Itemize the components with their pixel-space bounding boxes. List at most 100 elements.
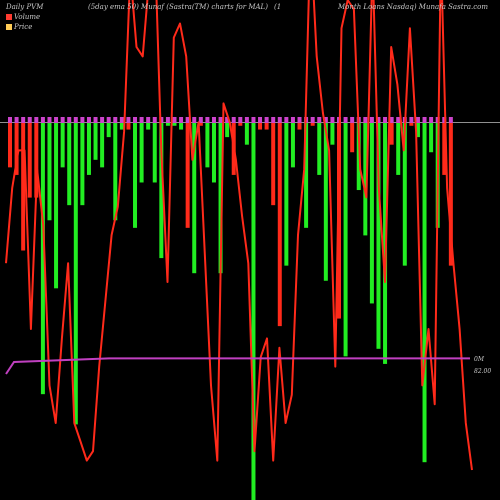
volume-bar xyxy=(409,122,414,126)
volume-bar xyxy=(86,122,91,175)
volume-bar xyxy=(304,122,309,228)
volume-bar xyxy=(40,122,45,395)
volume-bar xyxy=(337,122,341,319)
volume-bar-cap xyxy=(106,117,111,123)
volume-bar-cap xyxy=(8,117,12,123)
volume-bar xyxy=(133,122,138,228)
volume-bar-cap xyxy=(225,117,230,123)
volume-bar-cap xyxy=(21,117,26,123)
volume-bar xyxy=(113,122,118,221)
volume-bar xyxy=(271,122,276,206)
chart-subtitle: Month Loans Nasdaq) Munafa Sastra.com xyxy=(338,3,489,11)
volume-bar-cap xyxy=(119,117,124,123)
volume-bar xyxy=(67,122,72,206)
volume-bar xyxy=(317,122,322,175)
volume-bar-cap xyxy=(363,117,368,123)
volume-bar xyxy=(343,122,348,357)
volume-bar-cap xyxy=(396,117,401,123)
volume-bar xyxy=(389,122,394,145)
volume-bar-cap xyxy=(205,117,210,123)
legend-price: Price xyxy=(6,23,32,31)
volume-bar-cap xyxy=(67,117,72,123)
volume-bar xyxy=(290,122,295,168)
volume-bar-cap xyxy=(330,117,335,123)
volume-bar-cap xyxy=(389,117,394,123)
volume-bar-cap xyxy=(383,117,388,123)
volume-bar-cap xyxy=(238,117,243,123)
volume-swatch xyxy=(6,14,12,20)
volume-bar xyxy=(54,122,59,289)
volume-bar xyxy=(323,122,328,281)
volume-bar-cap xyxy=(86,117,91,123)
volume-bar xyxy=(376,122,381,349)
volume-bar-cap xyxy=(218,117,223,123)
volume-bar-cap xyxy=(376,117,381,123)
volume-bar xyxy=(47,122,52,221)
volume-bar-cap xyxy=(244,117,249,123)
volume-bar xyxy=(442,122,447,175)
volume-bar xyxy=(21,122,26,251)
volume-bar xyxy=(396,122,401,175)
volume-bar xyxy=(369,122,374,304)
price-line xyxy=(5,0,473,471)
legend-price-label: Price xyxy=(14,23,33,31)
volume-bar-cap xyxy=(133,117,138,123)
volume-bar-cap xyxy=(343,117,348,123)
ema-line xyxy=(5,357,470,375)
volume-bar xyxy=(179,122,184,130)
volume-bar-cap xyxy=(211,117,216,123)
volume-bar xyxy=(402,122,407,266)
legend-volume-label: Volume xyxy=(14,13,41,21)
volume-bar xyxy=(211,122,216,183)
volume-bar-cap xyxy=(165,117,170,123)
volume-bar-cap xyxy=(179,117,184,123)
volume-bar-cap xyxy=(100,117,105,123)
volume-bar-cap xyxy=(422,117,427,123)
volume-bar-cap xyxy=(323,117,328,123)
volume-bar-cap xyxy=(297,117,302,123)
price-axis-label: 82.00 xyxy=(474,368,492,375)
volume-bar xyxy=(106,122,111,138)
volume-bar-cap xyxy=(47,117,52,123)
volume-bar xyxy=(73,122,78,425)
volume-bar-cap xyxy=(271,117,276,123)
volume-bar xyxy=(126,122,131,130)
volume-bar xyxy=(93,122,98,160)
volume-bar xyxy=(139,122,144,183)
volume-bar-cap xyxy=(448,117,453,123)
volume-bar xyxy=(244,122,249,145)
volume-bar-cap xyxy=(126,117,131,123)
volume-bar xyxy=(100,122,105,168)
volume-bar xyxy=(205,122,210,168)
chart-title: (5day ema 50) Munaf (Sastra(TM) charts f… xyxy=(88,3,268,11)
volume-bar xyxy=(146,122,151,130)
volume-bar xyxy=(422,122,427,463)
volume-bar-cap xyxy=(264,117,269,123)
volume-axis-label: 0M xyxy=(474,356,484,363)
volume-bar-cap xyxy=(231,117,236,123)
volume-bar-cap xyxy=(14,117,19,123)
volume-bar-cap xyxy=(290,117,295,123)
volume-bar-cap xyxy=(258,117,263,123)
volume-bar xyxy=(264,122,269,130)
volume-bar-cap xyxy=(429,117,434,123)
chart-title-part: (1 xyxy=(274,3,282,11)
volume-bar xyxy=(284,122,289,266)
volume-bar xyxy=(34,122,39,198)
volume-bar xyxy=(185,122,190,228)
volume-bar-cap xyxy=(146,117,151,123)
volume-bar xyxy=(415,122,420,138)
volume-bar xyxy=(258,122,263,130)
volume-bar-cap xyxy=(113,117,118,123)
volume-bar-cap xyxy=(93,117,98,123)
volume-bar xyxy=(192,122,197,274)
price-swatch xyxy=(6,24,12,30)
volume-bar xyxy=(429,122,434,153)
volume-bar-cap xyxy=(34,117,39,123)
volume-bar xyxy=(165,122,170,126)
volume-bar xyxy=(277,122,282,327)
volume-bar-cap xyxy=(442,117,447,123)
volume-bar xyxy=(363,122,368,236)
volume-bar xyxy=(251,122,256,500)
